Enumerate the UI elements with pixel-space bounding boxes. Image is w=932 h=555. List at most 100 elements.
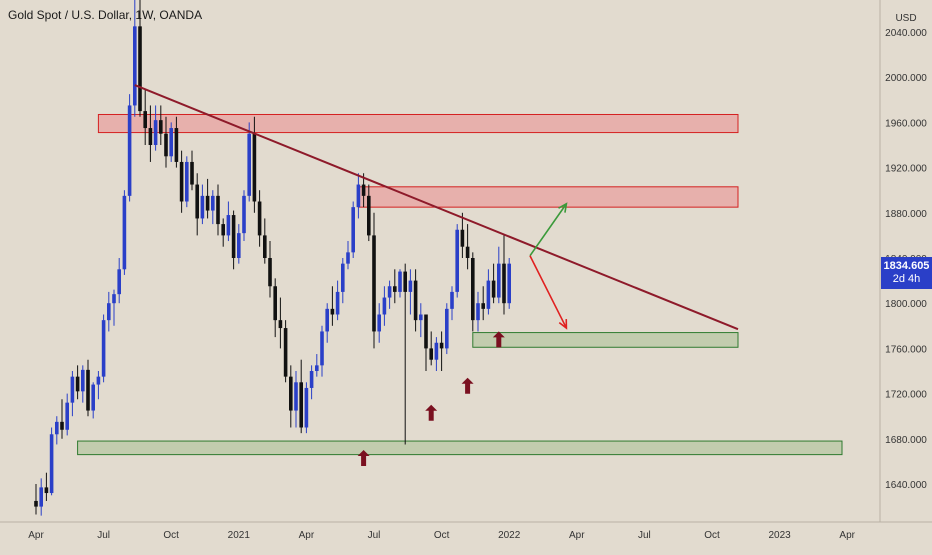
candle-body	[86, 369, 90, 411]
zones-layer	[77, 113, 843, 456]
candle-body	[330, 308, 335, 315]
candle-body	[205, 195, 210, 211]
candle-body	[216, 195, 220, 225]
bar-countdown: 2d 4h	[892, 273, 921, 285]
candle-body	[361, 184, 366, 196]
x-tick-label: 2022	[498, 530, 521, 541]
candle-body	[133, 26, 137, 106]
candle-body	[356, 184, 361, 208]
descending-trendline[interactable]	[134, 84, 739, 331]
candle-body	[242, 195, 246, 234]
x-tick-label: Jul	[368, 530, 381, 541]
candle-body	[148, 128, 153, 145]
axes-layer: 1640.000 1680.000 1720.000 1760.000 1800.000…	[28, 28, 927, 541]
candle-body	[91, 384, 95, 411]
candle-body	[169, 128, 173, 157]
candle-body	[143, 111, 147, 129]
candle-body	[237, 233, 241, 258]
candle-body	[179, 161, 184, 202]
candle-body	[450, 291, 454, 309]
y-tick-label: 1680.000	[885, 435, 927, 446]
x-tick-label: Apr	[28, 530, 44, 541]
candle-body	[502, 263, 506, 304]
candle-body	[346, 252, 350, 264]
candle-body	[294, 382, 298, 411]
candle-body	[195, 184, 199, 219]
candle-body	[382, 297, 387, 315]
candle-body	[268, 258, 272, 287]
x-tick-label: 2023	[768, 530, 791, 541]
resistance-zone-0[interactable]	[97, 113, 739, 134]
candle-body	[65, 402, 69, 430]
candle-body	[278, 320, 283, 329]
candle-body	[221, 224, 225, 236]
candle-body	[424, 314, 428, 349]
candle-body	[465, 246, 470, 258]
up-arrow-marker-icon[interactable]	[461, 377, 474, 394]
candle-body	[325, 308, 329, 332]
y-tick-label: 1640.000	[885, 480, 927, 491]
x-tick-label: Apr	[569, 530, 585, 541]
y-tick-label: 1800.000	[885, 299, 927, 310]
support-zone-2[interactable]	[472, 332, 739, 348]
candle-body	[39, 487, 43, 507]
candle-body	[273, 286, 277, 321]
candle-body	[507, 263, 511, 304]
y-tick-label: 2000.000	[885, 73, 927, 84]
candle-body	[96, 376, 101, 385]
arrow-head	[558, 319, 568, 330]
candle-body	[351, 207, 355, 253]
candle-body	[257, 201, 262, 236]
candle-body	[231, 215, 236, 258]
support-zone-3[interactable]	[77, 440, 843, 456]
projection-arrow-up[interactable]	[529, 202, 568, 257]
candle-body	[211, 195, 215, 211]
x-tick-label: Apr	[839, 530, 855, 541]
candle-body	[439, 342, 444, 349]
candle-body	[289, 376, 293, 411]
arrow-head	[558, 202, 568, 213]
up-arrow-marker-icon[interactable]	[357, 450, 370, 467]
candle-body	[476, 303, 480, 321]
candle-body	[460, 229, 465, 247]
candle-body	[497, 263, 501, 298]
last-price-badge: 1834.605 2d 4h	[881, 257, 932, 289]
candle-body	[190, 161, 194, 185]
candle-body	[408, 280, 413, 292]
candle-body	[335, 291, 340, 315]
candle-body	[60, 421, 64, 430]
candles-layer	[34, 0, 511, 516]
candle-body	[70, 376, 75, 403]
candle-body	[81, 369, 85, 392]
candle-body	[138, 26, 142, 112]
x-tick-label: 2021	[228, 530, 251, 541]
y-tick-label: 1880.000	[885, 209, 927, 220]
up-arrow-marker-icon[interactable]	[492, 331, 505, 348]
candle-body	[117, 269, 121, 295]
candle-body	[263, 235, 267, 258]
candle-body	[112, 294, 116, 304]
candle-body	[372, 235, 376, 332]
candle-body	[481, 303, 485, 309]
y-tick-label: 1720.000	[885, 390, 927, 401]
candle-body	[393, 286, 397, 292]
x-tick-label: Oct	[704, 530, 720, 541]
candle-body	[226, 215, 231, 236]
candle-body	[127, 105, 132, 196]
candle-body	[247, 133, 251, 196]
x-tick-label: Oct	[434, 530, 450, 541]
candle-body	[377, 314, 381, 332]
projection-arrow-down[interactable]	[529, 255, 568, 330]
candle-body	[159, 120, 163, 134]
candle-body	[434, 342, 439, 360]
candle-body	[49, 434, 54, 494]
resistance-zone-1[interactable]	[357, 186, 739, 208]
candle-body	[367, 195, 371, 236]
candle-body	[200, 195, 205, 219]
candle-body	[341, 263, 345, 292]
up-arrow-marker-icon[interactable]	[425, 404, 438, 421]
arrow-shaft	[529, 203, 568, 257]
currency-label: USD	[895, 13, 916, 24]
